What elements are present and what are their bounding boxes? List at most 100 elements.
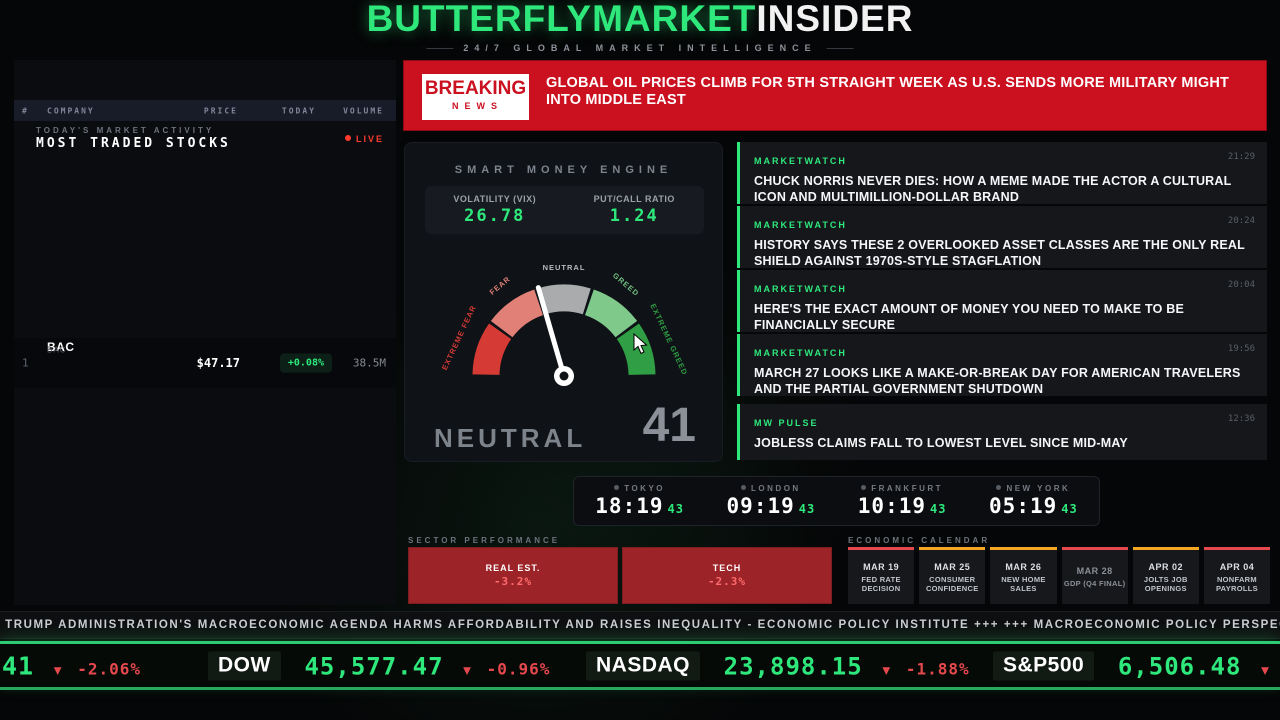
sector-tech: TECH -2.3%: [622, 547, 832, 604]
news-time: 20:24: [1227, 216, 1255, 226]
vix-value: 26.78: [464, 206, 526, 226]
tagline: ——— 24/7 GLOBAL MARKET INTELLIGENCE ———: [0, 43, 1280, 53]
clock-frankfurt: FRANKFURT 10:19 43: [837, 477, 968, 525]
index-value: 45,577.47: [304, 652, 444, 680]
gauge-segment-fear: [490, 289, 544, 338]
event-name: NEW HOME SALES: [1001, 574, 1046, 593]
clock-time: 18:19 43: [574, 494, 705, 518]
stock-symbol: BAC: [47, 340, 75, 354]
fear-greed-gauge: [472, 284, 656, 386]
stock-volume: 38.5M: [352, 356, 386, 370]
news-headline: MARCH 27 LOOKS LIKE A MAKE-OR-BREAK DAY …: [754, 366, 1241, 396]
news-headline: JOBLESS CLAIMS FALL TO LOWEST LEVEL SINC…: [754, 436, 1128, 450]
gauge-label-neutral: NEUTRAL: [542, 263, 586, 272]
news-headline: HERE'S THE EXACT AMOUNT OF MONEY YOU NEE…: [754, 302, 1184, 332]
stocks-table-header: # COMPANY PRICE TODAY VOLUME: [14, 100, 396, 121]
clock-hhmm: 18:19: [595, 494, 664, 518]
down-arrow-icon: ▼: [1261, 663, 1269, 678]
breaking-news-badge: BREAKING NEWS: [422, 74, 529, 120]
news-source: MARKETWATCH: [754, 284, 847, 294]
sector-name: TECH: [712, 563, 742, 573]
clock-hhmm: 05:19: [989, 494, 1058, 518]
gauge-sentiment-text: NEUTRAL: [434, 423, 587, 453]
down-arrow-icon: ▼: [53, 663, 62, 678]
clock-new-york: NEW YORK 05:19 43: [968, 477, 1099, 525]
index-sp500: S&P500 6,506.48 ▼ -1.51%: [993, 651, 1280, 680]
smart-money-stats: VOLATILITY (VIX) 26.78 PUT/CALL RATIO 1.…: [425, 186, 704, 234]
news-item-2[interactable]: MARKETWATCH 20:24 HISTORY SAYS THESE 2 O…: [737, 206, 1267, 268]
event-date: MAR 26: [1005, 561, 1042, 572]
clock-city: TOKYO: [574, 484, 705, 493]
breaking-badge-line1: BREAKING: [424, 78, 527, 99]
event-name: NONFARM PAYROLLS: [1215, 574, 1258, 593]
table-row-bac[interactable]: 1 BAC BAC $47.17 +0.08% 38.5M: [14, 338, 396, 388]
col-volume: VOLUME: [343, 106, 384, 115]
sector-performance-label: SECTOR PERFORMANCE: [408, 536, 561, 545]
col-today: TODAY: [281, 106, 316, 115]
index-nasdaq: NASDAQ 23,898.15 ▼ -1.88%: [586, 651, 970, 680]
index-change: -0.96%: [486, 659, 551, 678]
putcall-stat: PUT/CALL RATIO 1.24: [565, 186, 705, 234]
stocks-panel-title: MOST TRADED STOCKS: [36, 136, 231, 151]
calendar-event-5: APR 02 JOLTS JOB OPENINGS: [1132, 547, 1199, 604]
news-feed: MARKETWATCH 21:29 CHUCK NORRIS NEVER DIE…: [737, 142, 1267, 462]
sector-name: REAL EST.: [485, 563, 541, 573]
sector-change: -3.2%: [493, 575, 533, 588]
sector-real-estate: REAL EST. -3.2%: [408, 547, 618, 604]
index-name-badge: NASDAQ: [586, 651, 701, 680]
down-arrow-icon: ▼: [463, 663, 471, 678]
clock-dot-icon: [614, 485, 620, 490]
news-item-4[interactable]: MARKETWATCH 19:56 MARCH 27 LOOKS LIKE A …: [737, 334, 1267, 396]
col-price: PRICE: [203, 106, 238, 115]
news-item-1[interactable]: MARKETWATCH 21:29 CHUCK NORRIS NEVER DIE…: [737, 142, 1267, 204]
event-date: APR 04: [1219, 561, 1255, 572]
clock-city-label: FRANKFURT: [871, 484, 944, 493]
down-arrow-icon: ▼: [882, 663, 891, 678]
index-name-badge: S&P500: [993, 651, 1095, 680]
breaking-headline: GLOBAL OIL PRICES CLIMB FOR 5TH STRAIGHT…: [546, 75, 1230, 108]
news-item-3[interactable]: MARKETWATCH 20:04 HERE'S THE EXACT AMOUN…: [737, 270, 1267, 332]
event-name: JOLTS JOB OPENINGS: [1143, 574, 1188, 593]
clock-time: 10:19 43: [837, 494, 968, 518]
smart-money-title: SMART MONEY ENGINE: [454, 164, 673, 176]
index-value: 6,506.48: [1117, 652, 1242, 680]
clock-city: LONDON: [705, 484, 836, 493]
event-date: MAR 19: [863, 561, 900, 572]
stock-name: BAC: [47, 345, 67, 355]
stock-price: $47.17: [196, 356, 240, 370]
clock-time: 09:19 43: [705, 494, 836, 518]
calendar-event-1: MAR 19 FED RATE DECISION: [848, 547, 915, 604]
index-change: -2.06%: [77, 659, 142, 678]
breaking-news-banner[interactable]: BREAKING NEWS GLOBAL OIL PRICES CLIMB FO…: [403, 60, 1267, 131]
clock-seconds: 43: [798, 502, 816, 516]
calendar-event-6: APR 04 NONFARM PAYROLLS: [1203, 547, 1271, 604]
news-source: MARKETWATCH: [754, 220, 847, 230]
news-time: 19:56: [1227, 344, 1255, 354]
index-change: -1.88%: [905, 659, 970, 678]
live-label: LIVE: [355, 134, 384, 144]
clock-time: 05:19 43: [968, 494, 1099, 518]
calendar-event-3: MAR 26 NEW HOME SALES: [990, 547, 1057, 604]
economic-calendar-label: ECONOMIC CALENDAR: [848, 536, 991, 545]
gauge-needle: [535, 285, 567, 379]
news-time: 20:04: [1227, 280, 1255, 290]
news-time: 12:36: [1227, 414, 1255, 424]
gauge-segment-neutral: [537, 284, 591, 315]
event-name: CONSUMER CONFIDENCE: [925, 574, 979, 593]
news-item-5[interactable]: MW PULSE 12:36 JOBLESS CLAIMS FALL TO LO…: [737, 404, 1267, 460]
breaking-badge-line2: NEWS: [452, 101, 503, 111]
clock-hhmm: 09:19: [726, 494, 795, 518]
sector-change: -2.3%: [707, 575, 747, 588]
headline-ticker: E TRUMP ADMINISTRATION'S MACROECONOMIC A…: [0, 611, 1280, 639]
news-source: MW PULSE: [754, 418, 819, 428]
gauge-segment-greed: [584, 289, 638, 338]
gauge-hub-center: [559, 371, 569, 381]
event-date: MAR 28: [1076, 566, 1113, 576]
mouse-cursor-icon: [633, 333, 648, 355]
live-badge: LIVE: [344, 134, 384, 144]
event-date: MAR 25: [934, 561, 971, 572]
clock-city-label: TOKYO: [624, 484, 666, 493]
clock-city: FRANKFURT: [837, 484, 968, 493]
event-name: FED RATE DECISION: [861, 574, 901, 593]
